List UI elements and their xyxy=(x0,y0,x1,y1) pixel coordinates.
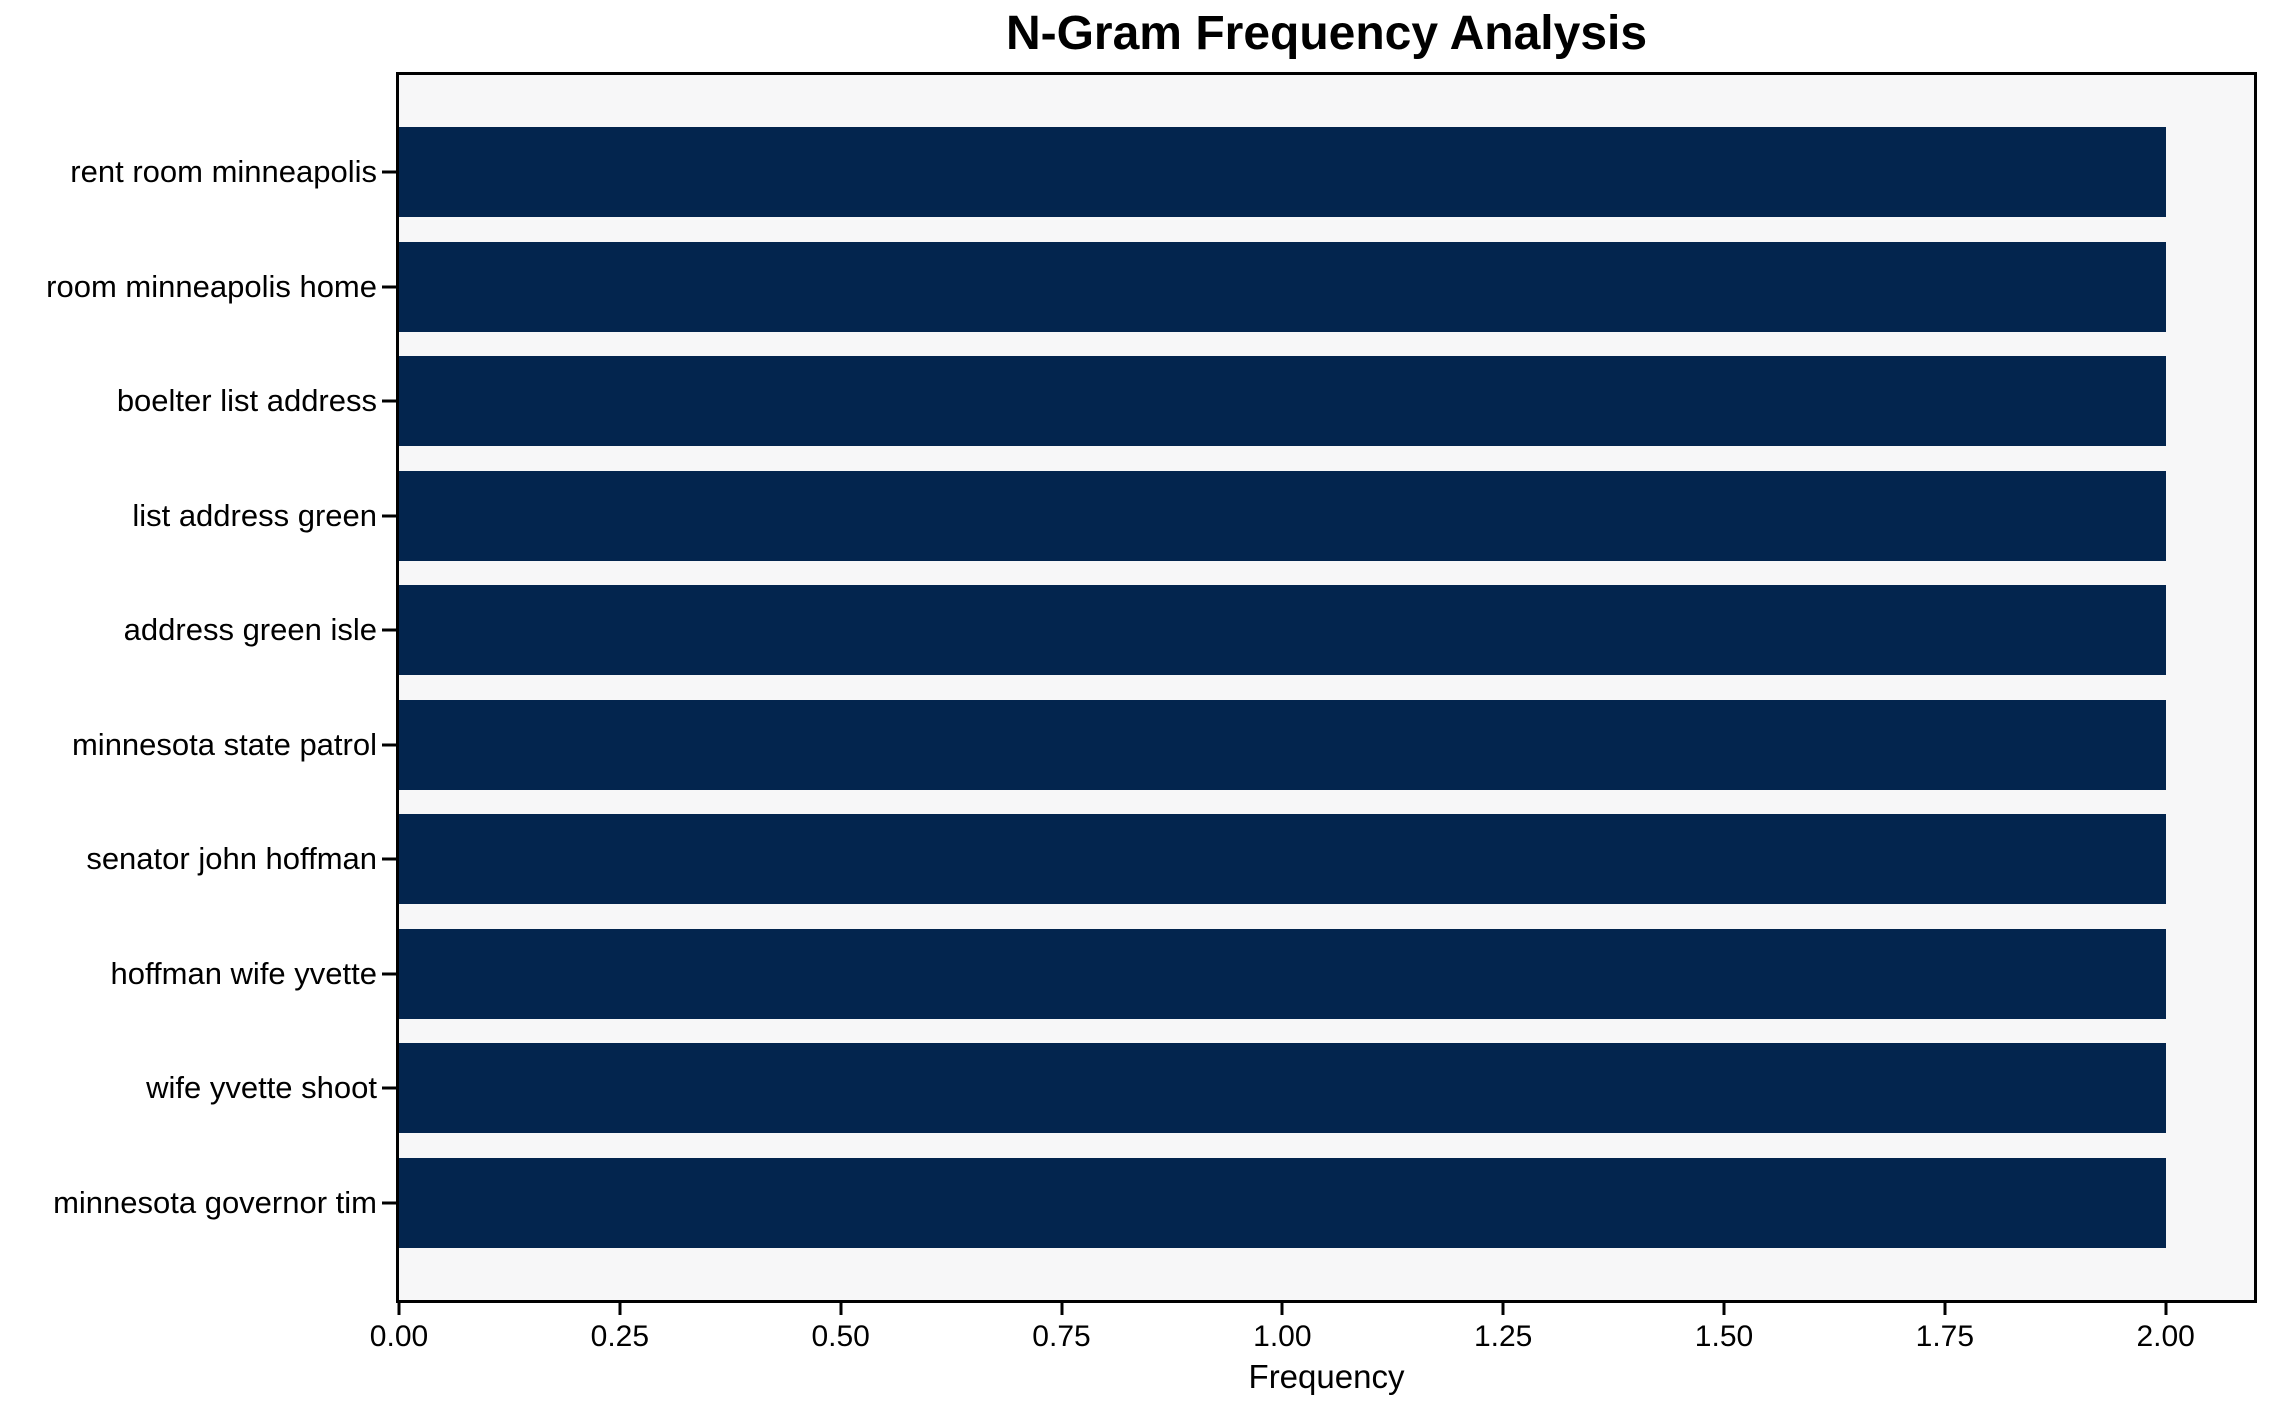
bar xyxy=(399,127,2166,217)
bar xyxy=(399,585,2166,676)
y-tick-label: minnesota state patrol xyxy=(71,726,377,762)
y-tick-mark xyxy=(382,972,396,976)
x-tick-mark xyxy=(1280,1303,1284,1315)
bar xyxy=(399,1158,2166,1248)
x-tick-label: 0.75 xyxy=(1032,1320,1091,1353)
y-tick-mark xyxy=(382,743,396,747)
bar xyxy=(399,699,2166,790)
y-tick-mark xyxy=(382,514,396,518)
x-tick-label: 0.00 xyxy=(369,1320,429,1353)
x-tick-mark xyxy=(1722,1303,1726,1315)
x-tick-mark xyxy=(839,1303,843,1315)
x-tick-label: 1.00 xyxy=(1253,1320,1312,1353)
x-tick-label: 0.50 xyxy=(811,1320,870,1353)
x-tick-label: 1.25 xyxy=(1473,1320,1533,1353)
y-tick-mark xyxy=(382,170,396,174)
y-tick-label: list address green xyxy=(132,497,377,533)
bar xyxy=(399,356,2166,447)
y-tick-label: minnesota governor tim xyxy=(53,1185,377,1220)
chart-title: N-Gram Frequency Analysis xyxy=(1005,7,1648,60)
x-tick-mark xyxy=(397,1303,401,1315)
y-tick-label: rent room minneapolis xyxy=(70,154,377,189)
bar xyxy=(399,814,2166,905)
y-tick-label: senator john hoffman xyxy=(86,841,377,877)
x-tick-mark xyxy=(1943,1303,1947,1315)
y-tick-label: room minneapolis home xyxy=(46,268,377,304)
x-tick-label: 2.00 xyxy=(2136,1320,2195,1353)
y-tick-label: wife yvette shoot xyxy=(146,1070,377,1106)
x-axis-label: Frequency xyxy=(1248,1358,1405,1395)
y-tick-label: boelter list address xyxy=(116,383,377,419)
bar xyxy=(399,1043,2166,1134)
x-tick-label: 1.50 xyxy=(1694,1320,1754,1353)
y-tick-mark xyxy=(382,285,396,289)
y-tick-mark xyxy=(382,628,396,632)
y-tick-label: hoffman wife yvette xyxy=(110,955,377,991)
y-tick-mark xyxy=(382,857,396,861)
x-tick-mark xyxy=(618,1303,622,1315)
y-tick-mark xyxy=(382,399,396,403)
bar xyxy=(399,928,2166,1019)
x-tick-mark xyxy=(1501,1303,1505,1315)
y-tick-mark xyxy=(382,1201,396,1205)
y-tick-label: address green isle xyxy=(123,612,377,648)
x-tick-mark xyxy=(2164,1303,2168,1315)
x-tick-label: 0.25 xyxy=(590,1320,650,1353)
x-tick-mark xyxy=(1060,1303,1063,1315)
x-tick-label: 1.75 xyxy=(1915,1320,1975,1353)
y-tick-mark xyxy=(382,1086,396,1090)
plot-area xyxy=(396,72,2257,1303)
bar xyxy=(399,241,2166,332)
bar xyxy=(399,470,2166,561)
